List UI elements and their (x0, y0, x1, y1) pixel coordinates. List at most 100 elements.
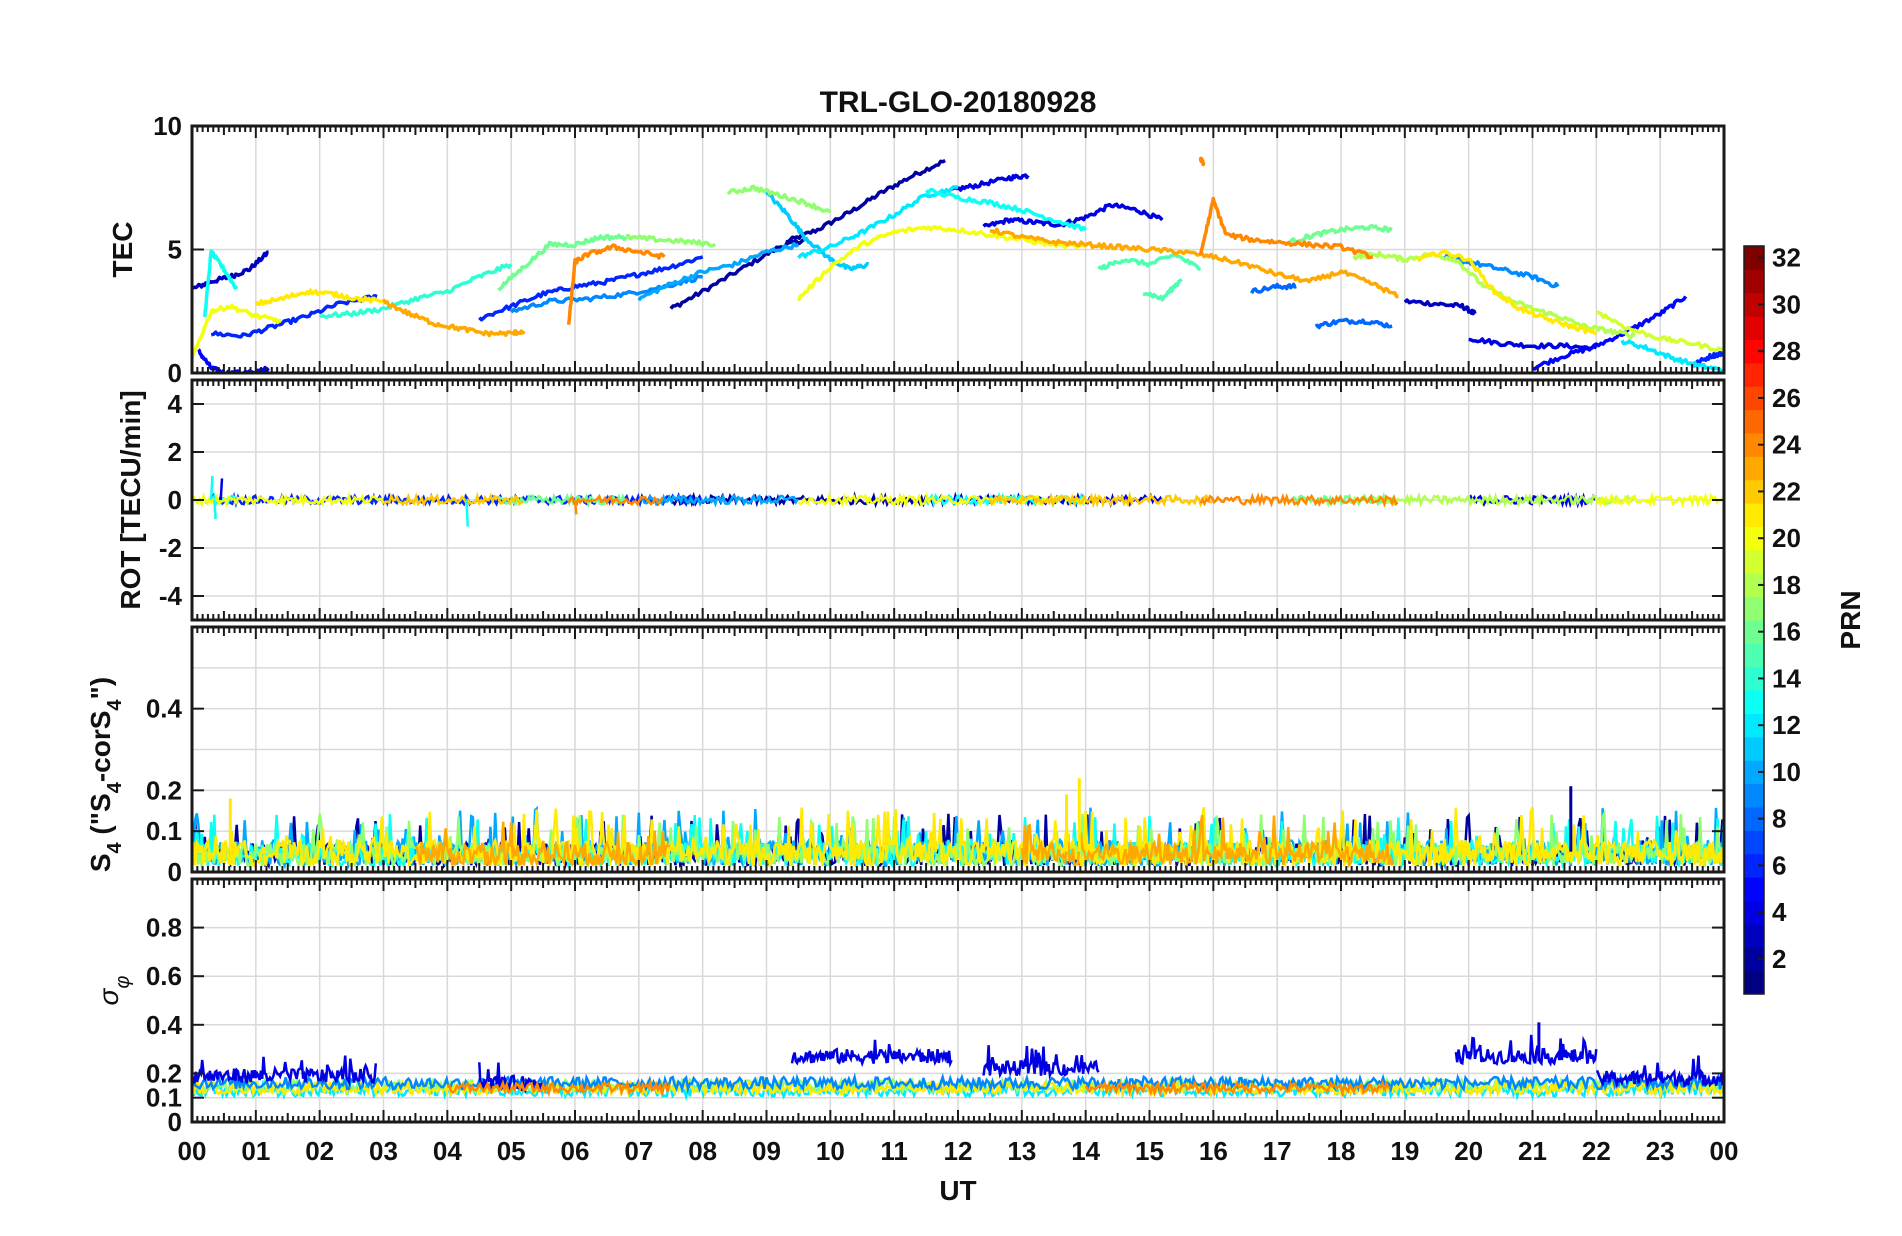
rot-spike (219, 478, 224, 501)
rot-series-prn-18 (1352, 491, 1635, 509)
tec-series-prn-12 (797, 185, 959, 259)
colorbar-tick-label: 10 (1772, 757, 1801, 787)
sigma-series-group (192, 1022, 1724, 1102)
sigma-series-prn-4 (790, 1039, 953, 1069)
colorbar-swatch (1744, 316, 1764, 340)
sigma-series-prn-21 (192, 1077, 1724, 1099)
x-axis-label: UT (939, 1175, 976, 1206)
x-tick-label: 03 (369, 1136, 398, 1166)
panel-tec: 0 5 10 TEC (107, 111, 1726, 388)
colorbar-swatch (1744, 830, 1764, 855)
x-tick-label: 00 (178, 1136, 207, 1166)
x-tick-label: 13 (1007, 1136, 1036, 1166)
y-tick-label: 4 (168, 389, 183, 419)
y-tick-label: 0 (168, 485, 182, 515)
y-tick-label: 0.6 (146, 961, 182, 991)
s4-series-prn-23 (1020, 814, 1394, 869)
colorbar-swatch (1744, 526, 1764, 551)
tec-series-prn-21 (1416, 248, 1597, 336)
rot-series-prn-24 (567, 493, 664, 507)
colorbar-swatch (1744, 783, 1764, 808)
tec-series-prn-4 (950, 173, 1030, 192)
tec-series-prn-13 (924, 187, 1087, 232)
colorbar-swatch (1744, 456, 1764, 481)
colorbar-tick-label: 6 (1772, 850, 1786, 880)
colorbar-swatch (1744, 269, 1764, 294)
colorbar-swatch (1744, 760, 1764, 785)
tec-series-prn-4 (1468, 337, 1598, 352)
x-tick-label: 10 (816, 1136, 845, 1166)
tec-series-prn-12 (1620, 339, 1724, 373)
tec-series-prn-20 (192, 303, 282, 359)
colorbar-swatch (1744, 713, 1764, 738)
sigma-series-prn-9 (192, 1072, 1724, 1094)
colorbar-swatch (1744, 807, 1764, 831)
x-tick-label: 22 (1582, 1136, 1611, 1166)
chart-title: TRL-GLO-20180928 (820, 86, 1097, 119)
x-tick-label: 07 (624, 1136, 653, 1166)
colorbar-swatch (1744, 362, 1764, 387)
tec-series-prn-24 (566, 243, 666, 325)
colorbar-swatch (1744, 479, 1764, 504)
colorbar-tick-label: 12 (1772, 710, 1801, 740)
panel-sigma: 00.10.2 0.4 0.6 0.8 σφ 00 01 02 03 04 05 06 07 08 09 10… (93, 877, 1738, 1166)
y-tick-label: 2 (168, 437, 182, 467)
colorbar-tick-label: 8 (1772, 804, 1786, 834)
y-tick-label: 0.4 (146, 1010, 183, 1040)
tec-series-group (192, 156, 1724, 373)
tec-series-prn-5 (1532, 295, 1688, 371)
y-tick-label: 0.1 (146, 1083, 182, 1113)
tec-series-prn-21 (254, 288, 384, 307)
x-tick-label: 02 (305, 1136, 334, 1166)
rot-series-prn-22 (382, 491, 524, 508)
tec-series-prn-17 (726, 184, 832, 214)
colorbar-tick-label: 16 (1772, 617, 1801, 647)
colorbar-tick-label: 22 (1772, 476, 1801, 506)
panel-s4: 0 0.1 0.2 0.4 S4 ("S4-corS4") (85, 625, 1726, 887)
colorbar-swatch (1744, 409, 1764, 434)
tec-series-prn-16 (497, 233, 628, 292)
colorbar-tick-label: 24 (1772, 430, 1801, 460)
tec-series-prn-23 (989, 227, 1399, 299)
colorbar-swatch (1744, 503, 1764, 527)
rot-series-prn-20 (797, 491, 1087, 509)
colorbar-swatch (1744, 433, 1764, 457)
x-tick-label: 16 (1199, 1136, 1228, 1166)
colorbar-tick-label: 4 (1772, 897, 1787, 927)
s4-y-axis-label: S4 ("S4-corS4") (85, 677, 126, 872)
tec-series-prn-17 (625, 233, 716, 248)
rot-series-prn-20 (192, 491, 385, 509)
x-tick-label: 20 (1454, 1136, 1483, 1166)
tec-series-prn-2 (669, 237, 806, 310)
sigma-series-prn-4 (982, 1045, 1100, 1081)
colorbar-swatch (1744, 923, 1764, 948)
sigma-series-prn-4 (1596, 1055, 1724, 1090)
tec-series-prn-14 (319, 263, 513, 320)
x-tick-label: 15 (1135, 1136, 1164, 1166)
colorbar-swatch (1744, 736, 1764, 761)
colorbar-tick-label: 30 (1772, 289, 1801, 319)
s4-series-prn-23 (415, 821, 671, 868)
rot-spike (213, 499, 217, 520)
sigma-series-prn-24 (1084, 1079, 1391, 1098)
tec-series-prn-19 (1595, 310, 1724, 353)
sigma-series-prn-24 (447, 1079, 671, 1098)
y-tick-label: 5 (168, 235, 182, 265)
colorbar-tick-label: 18 (1772, 570, 1801, 600)
x-tick-label: 21 (1518, 1136, 1547, 1166)
y-tick-label: 0.2 (146, 1058, 182, 1088)
tec-series-prn-10 (637, 241, 800, 302)
tec-y-axis-label: TEC (107, 222, 138, 278)
colorbar-tick-label: 14 (1772, 663, 1801, 693)
tec-series-prn-2 (785, 159, 946, 244)
x-tick-label: 17 (1263, 1136, 1292, 1166)
tec-series-prn-15 (1097, 252, 1201, 272)
colorbar-tick-label: 20 (1772, 523, 1801, 553)
colorbar-swatch (1744, 643, 1764, 668)
colorbar-swatch (1744, 620, 1764, 644)
y-tick-label: 0 (168, 358, 182, 388)
tec-series-prn-6 (478, 255, 704, 322)
tec-series-prn-3 (1403, 298, 1477, 316)
